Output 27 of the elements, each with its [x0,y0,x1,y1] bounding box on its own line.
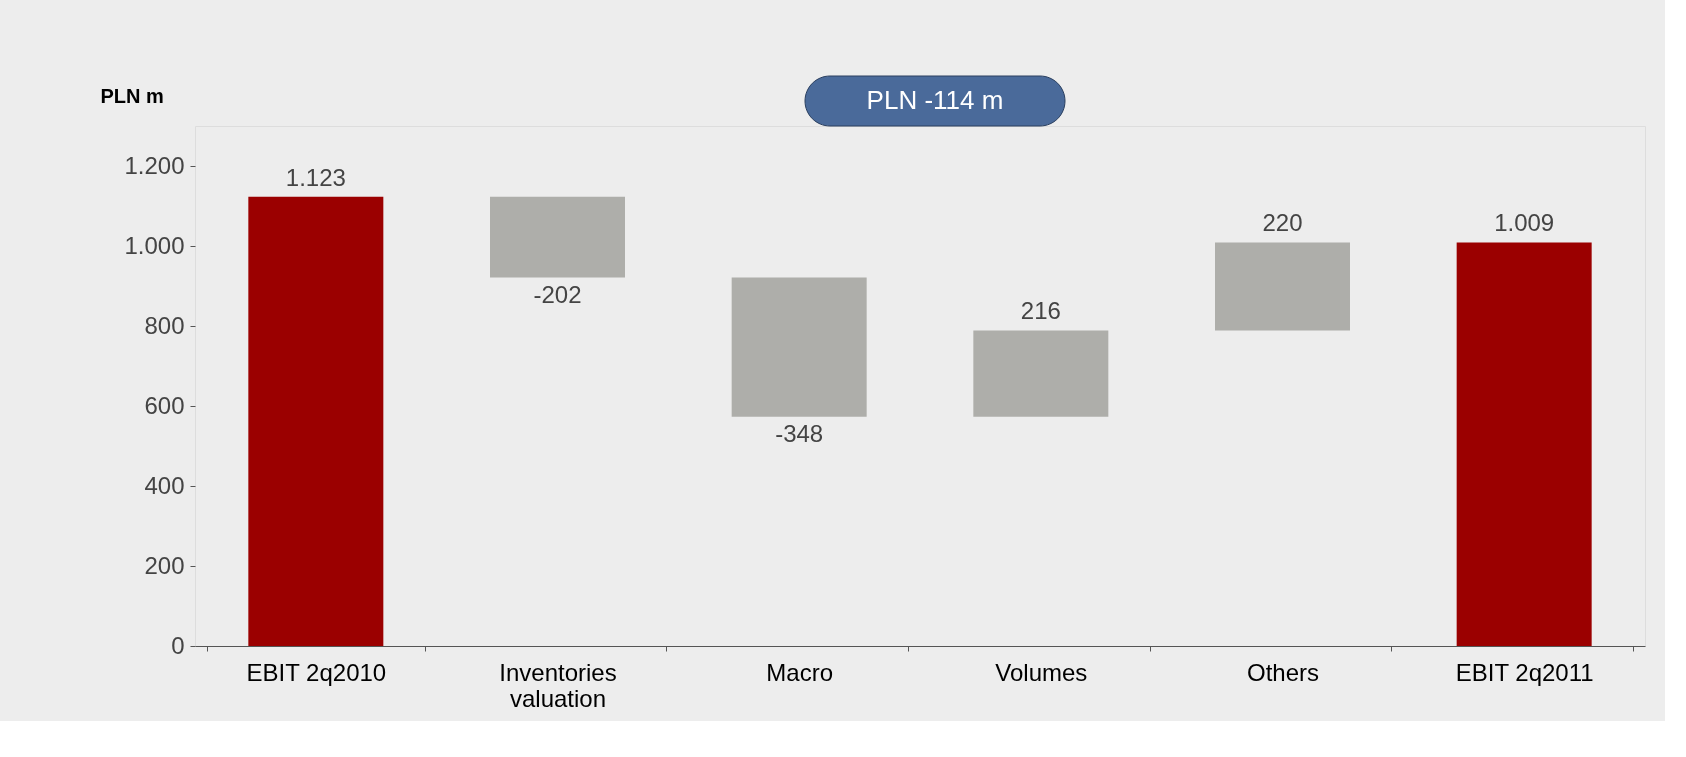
bar [973,330,1109,417]
y-axis-title: PLN m [100,84,164,107]
y-tick-label: 200 [144,551,185,579]
y-tick-label: 400 [144,471,185,499]
bar [1215,242,1350,331]
x-tick-label: Others [1246,658,1320,686]
bar [248,196,384,646]
x-tick-label: EBIT 2q2010 [246,658,387,686]
bar [490,196,625,278]
data-label: 1.009 [1494,209,1555,237]
x-tick-label: Volumes [995,658,1088,686]
bar [1456,242,1592,646]
data-label: -202 [533,280,582,308]
bar [731,277,867,417]
data-label: 220 [1262,209,1303,237]
text: PLN -114 m [866,85,1004,115]
y-tick-label: 0 [171,631,185,659]
y-tick-label: 1.000 [124,231,185,259]
y-tick-label: 1.200 [124,151,185,179]
x-tick-label: EBIT 2q2011 [1455,658,1594,686]
data-label: -348 [775,419,824,447]
data-label: 1.123 [285,163,346,191]
data-label: 216 [1020,297,1061,325]
y-tick-label: 800 [144,311,185,339]
x-tick-label: Macro [766,658,834,686]
y-tick-label: 600 [144,391,185,419]
x-tick-label: Inventories valuation [499,658,617,712]
